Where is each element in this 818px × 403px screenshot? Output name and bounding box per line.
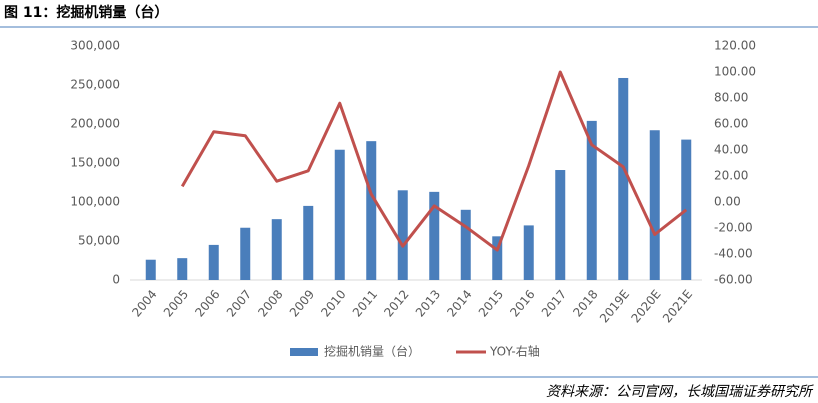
x-tick-label: 2018 [570,287,600,319]
bar [555,170,566,280]
bar [618,77,629,280]
x-tick-label: 2006 [192,287,222,319]
y2-tick-label: 80.00 [714,91,748,105]
y2-tick-label: 0.00 [714,195,741,209]
y-tick-label: 250,000 [70,78,120,92]
y2-tick-label: -40.00 [714,247,753,261]
bar [649,130,660,280]
y2-tick-label: 60.00 [714,117,748,131]
y2-tick-label: 20.00 [714,169,748,183]
bar [586,120,597,280]
x-tick-label: 2016 [507,287,537,319]
bar [492,236,503,280]
y-tick-label: 200,000 [70,117,120,131]
y2-tick-label: 40.00 [714,143,748,157]
legend-swatch [290,348,318,356]
bar [397,190,408,280]
legend-label: YOY-右轴 [489,344,540,359]
y-tick-label: 50,000 [78,234,120,248]
x-tick-label: 2007 [224,287,254,319]
source: 资料来源：公司官网，长城国瑞证券研究所 [546,384,814,400]
bar [177,258,188,280]
x-tick-label: 2019E [597,287,632,325]
x-tick-label: 2009 [287,287,317,319]
y-tick-label: 0 [112,273,120,287]
x-tick-label: 2013 [413,287,443,319]
x-tick-label: 2011 [350,287,380,319]
x-tick-label: 2010 [318,287,348,319]
bar [366,141,377,280]
y2-tick-label: -20.00 [714,221,753,235]
bar [334,149,345,280]
x-tick-label: 2008 [255,287,285,319]
bar [271,219,282,280]
y2-tick-label: -60.00 [714,273,753,287]
x-tick-label: 2021E [660,287,695,325]
x-tick-label: 2005 [161,287,191,319]
y2-tick-label: 100.00 [714,65,756,79]
bar [145,259,156,280]
bar [303,205,314,280]
bar [523,225,534,280]
y2-tick-label: 120.00 [714,39,756,53]
y-tick-label: 300,000 [70,39,120,53]
bar [240,227,251,280]
x-tick-label: 2004 [129,287,159,319]
legend-label: 挖掘机销量（台） [324,344,420,359]
chart-title: 图 11：挖掘机销量（台） [4,4,168,21]
x-tick-label: 2020E [628,287,663,325]
y-tick-label: 100,000 [70,195,120,209]
line [180,70,688,252]
y-tick-label: 150,000 [70,156,120,170]
x-tick-label: 2015 [476,287,506,319]
x-tick-label: 2012 [381,287,411,319]
x-tick-label: 2014 [444,287,474,319]
bar [460,209,471,280]
x-tick-label: 2017 [539,287,569,319]
bar [429,191,440,280]
bar [208,244,219,280]
